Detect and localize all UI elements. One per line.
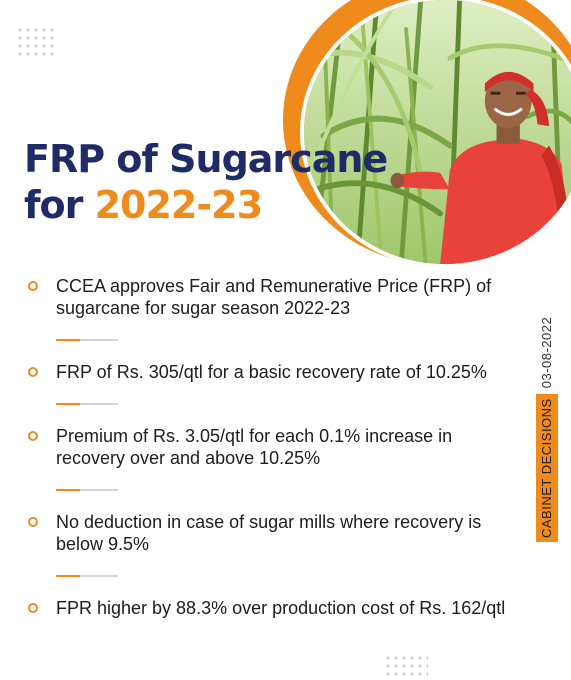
title-year: 2022-23 <box>94 183 263 227</box>
page-title: FRP of Sugarcane for 2022-23 <box>24 136 388 228</box>
decision-item-premium: Premium of Rs. 3.05/qtl for each 0.1% in… <box>28 425 523 469</box>
decorative-dot-grid-bottom <box>384 654 428 678</box>
decision-item-production-cost: FPR higher by 88.3% over production cost… <box>28 597 523 619</box>
cabinet-decisions-sidebar: CABINET DECISIONS 03-08-2022 <box>536 310 558 542</box>
decision-item-approval: CCEA approves Fair and Remunerative Pric… <box>28 275 523 319</box>
decision-item-frp-rate: FRP of Rs. 305/qtl for a basic recovery … <box>28 361 523 383</box>
cabinet-decisions-label: CABINET DECISIONS <box>536 394 558 542</box>
decision-date: 03-08-2022 <box>539 316 554 389</box>
separator <box>56 339 118 341</box>
title-line-2-prefix: for <box>24 183 95 227</box>
decision-item-no-deduction: No deduction in case of sugar mills wher… <box>28 511 523 555</box>
separator <box>56 403 118 405</box>
decorative-dot-grid-top <box>16 26 56 56</box>
title-line-1: FRP of Sugarcane <box>24 137 388 181</box>
separator <box>56 575 118 577</box>
decision-list: CCEA approves Fair and Remunerative Pric… <box>28 275 523 619</box>
separator <box>56 489 118 491</box>
